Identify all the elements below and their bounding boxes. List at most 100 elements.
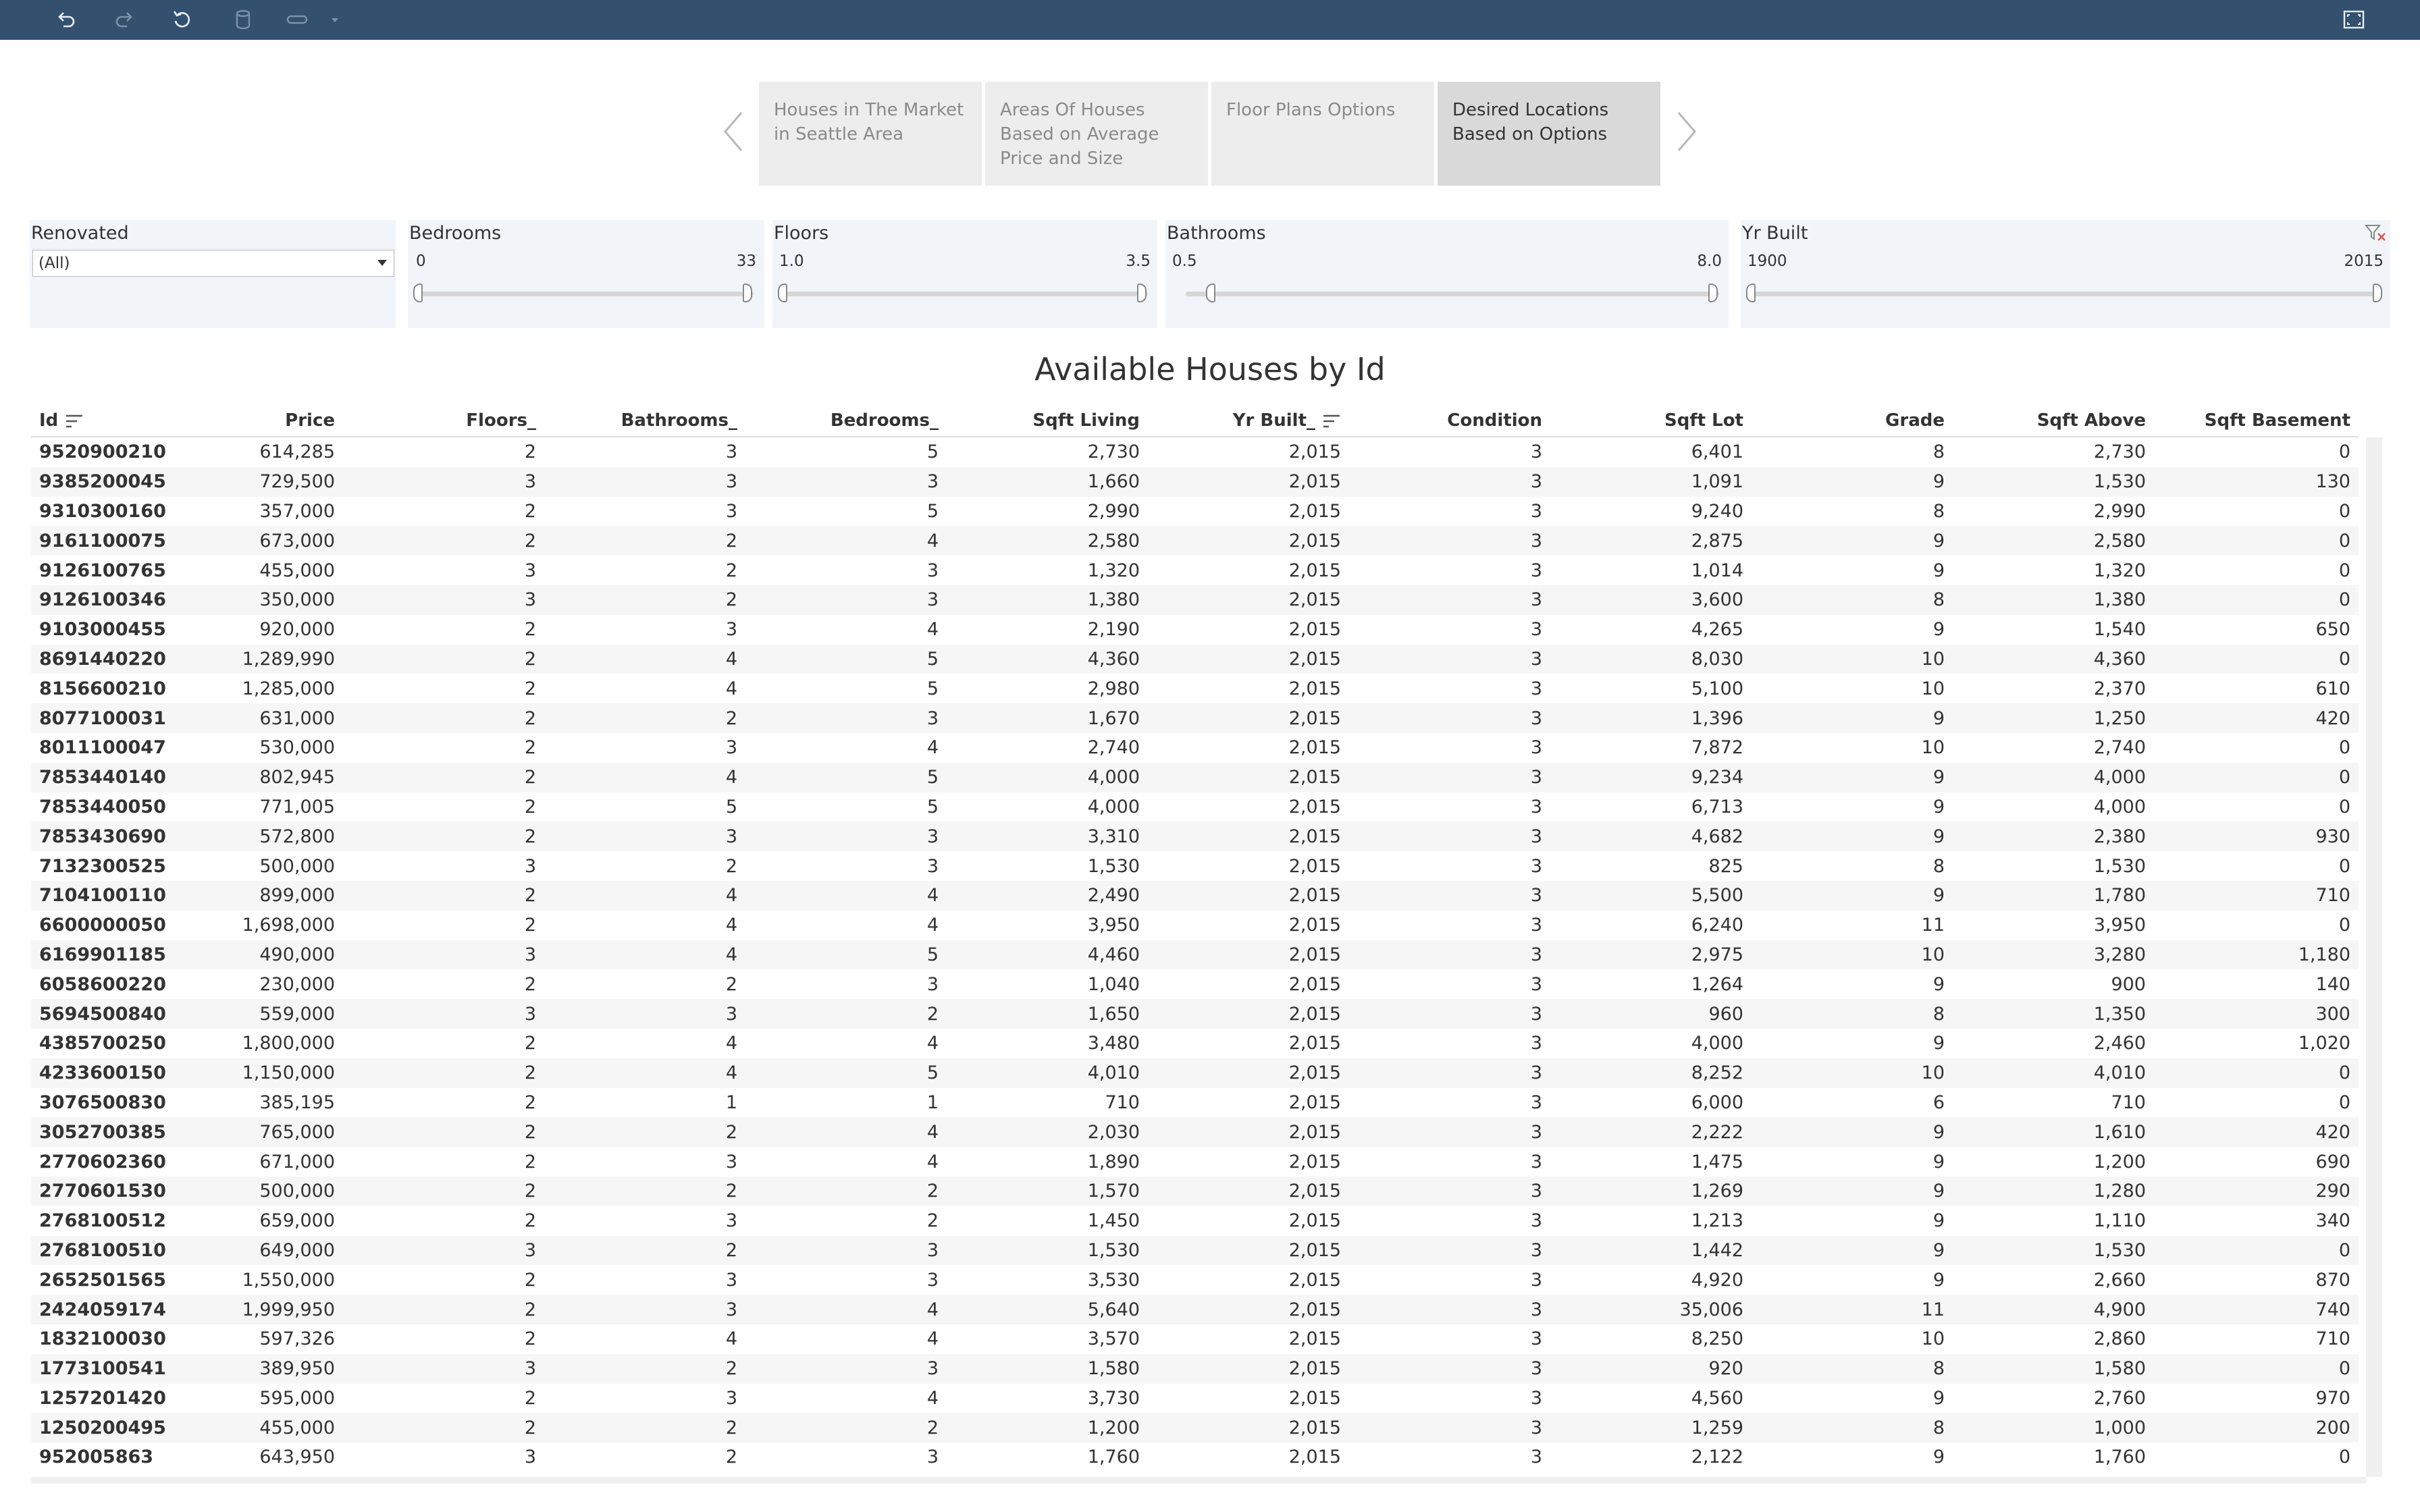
table-cell[interactable]: 8,252	[1550, 1058, 1752, 1088]
table-cell[interactable]: 4	[745, 1295, 947, 1324]
table-cell[interactable]: 4	[544, 880, 745, 911]
table-cell[interactable]: 9310300160	[39, 500, 166, 522]
table-cell[interactable]: 2,580	[1953, 526, 2154, 556]
table-cell[interactable]: 765,000	[188, 1117, 343, 1148]
vertical-scrollbar[interactable]	[2366, 437, 2382, 1477]
table-cell[interactable]: 2,015	[1148, 703, 1349, 733]
table-cell[interactable]: 3	[1349, 1235, 1550, 1266]
table-cell[interactable]: 1,289,990	[188, 644, 343, 674]
table-row[interactable]: 2652501565 1,550,000 2 3 3 3,530 2,015 3 4,920 9 2…	[31, 1265, 2359, 1295]
table-cell[interactable]: 659,000	[259, 1210, 335, 1232]
table-row[interactable]: 7853430690 572,800 2 3 3 3,310 2,015 3 4,682 9 2,3…	[31, 821, 2359, 852]
table-cell[interactable]: 2	[524, 1387, 536, 1409]
table-cell[interactable]: 559,000	[188, 999, 343, 1029]
table-row[interactable]: 6600000050 1,698,000 2 4 4 3,950 2,015 3 6,240 11…	[31, 911, 2359, 940]
table-cell[interactable]: 4,000	[1087, 796, 1140, 817]
table-cell[interactable]: 2	[524, 1151, 536, 1172]
table-cell[interactable]: 3	[524, 855, 536, 877]
table-cell[interactable]: 4	[544, 762, 745, 792]
table-cell[interactable]: 2424059174	[31, 1295, 188, 1324]
column-header-sqft-basement[interactable]: Sqft Basement	[2154, 405, 2359, 437]
table-cell[interactable]: 870	[2315, 1269, 2350, 1291]
redo-icon[interactable]	[111, 6, 138, 33]
table-cell[interactable]: 7853430690	[31, 821, 188, 852]
table-cell[interactable]: 1,259	[1550, 1413, 1752, 1443]
table-cell[interactable]: 7104100110	[31, 880, 188, 911]
table-row[interactable]: 1257201420 595,000 2 3 4 3,730 2,015 3 4,560 9 2,7…	[31, 1384, 2359, 1413]
table-cell[interactable]: 2,015	[1148, 1058, 1349, 1088]
table-cell[interactable]: 1,660	[947, 466, 1148, 497]
table-cell[interactable]: 2,015	[1148, 940, 1349, 970]
table-cell[interactable]: 5	[745, 762, 947, 792]
table-cell[interactable]: 2,015	[1288, 1033, 1341, 1054]
table-cell[interactable]: 2,030	[947, 1117, 1148, 1148]
bedrooms-slider-min-handle[interactable]	[413, 284, 423, 302]
table-cell[interactable]: 1,285,000	[242, 678, 335, 699]
table-cell[interactable]: 3	[745, 585, 947, 615]
table-cell[interactable]: 1,280	[1953, 1176, 2154, 1206]
table-cell[interactable]: 3	[1349, 1058, 1550, 1088]
table-cell[interactable]: 3	[1349, 1295, 1550, 1324]
table-cell[interactable]: 3052700385	[31, 1117, 188, 1148]
table-cell[interactable]: 2,015	[1148, 526, 1349, 556]
table-cell[interactable]: 9	[1932, 619, 1945, 641]
table-cell[interactable]: 9	[1752, 880, 1953, 911]
table-cell[interactable]: 3	[725, 441, 737, 463]
table-cell[interactable]: 2	[343, 1117, 544, 1148]
table-row[interactable]: 952005863 643,950 3 2 3 1,760 2,015 3 2,122 9 1,76…	[31, 1442, 2359, 1472]
table-cell[interactable]: 2	[544, 526, 745, 556]
table-cell[interactable]: 2	[745, 1413, 947, 1443]
table-cell[interactable]: 4,682	[1550, 821, 1752, 852]
table-cell[interactable]: 4,560	[1691, 1387, 1743, 1409]
table-cell[interactable]: 350,000	[188, 585, 343, 615]
table-cell[interactable]: 2,015	[1288, 1328, 1341, 1350]
column-header-grade[interactable]: Grade	[1752, 405, 1953, 437]
table-row[interactable]: 1773100541 389,950 3 2 3 1,580 2,015 3 920 8 1,580…	[31, 1353, 2359, 1384]
table-cell[interactable]: 2768100510	[31, 1235, 188, 1266]
table-cell[interactable]: 1,530	[1953, 466, 2154, 497]
table-cell[interactable]: 5,100	[1691, 678, 1743, 699]
table-row[interactable]: 5694500840 559,000 3 3 2 1,650 2,015 3 960 8 1,350…	[31, 999, 2359, 1029]
table-cell[interactable]: 1,760	[1087, 1447, 1140, 1468]
table-cell[interactable]: 631,000	[188, 703, 343, 733]
table-cell[interactable]: 2,015	[1288, 500, 1341, 522]
table-cell[interactable]: 3	[1530, 500, 1542, 522]
table-cell[interactable]: 3	[725, 1151, 737, 1172]
table-cell[interactable]: 4,000	[1953, 762, 2154, 792]
table-cell[interactable]: 2,015	[1288, 737, 1341, 759]
table-cell[interactable]: 3	[725, 500, 737, 522]
table-cell[interactable]: 3	[1349, 1117, 1550, 1148]
table-cell[interactable]: 4385700250	[39, 1033, 166, 1054]
table-cell[interactable]: 9	[1752, 762, 1953, 792]
table-cell[interactable]: 673,000	[188, 526, 343, 556]
table-cell[interactable]: 2	[343, 880, 544, 911]
table-cell[interactable]: 389,950	[188, 1353, 343, 1384]
table-row[interactable]: 8156600210 1,285,000 2 4 5 2,980 2,015 3 5,100 10…	[31, 674, 2359, 703]
table-cell[interactable]: 2	[343, 1176, 544, 1206]
table-cell[interactable]: 3	[1349, 1353, 1550, 1384]
table-cell[interactable]: 4	[544, 940, 745, 970]
column-header-yr-built[interactable]: Yr Built_	[1148, 405, 1349, 437]
table-cell[interactable]: 9385200045	[31, 466, 188, 497]
table-cell[interactable]: 2,015	[1288, 1210, 1341, 1232]
table-cell[interactable]: 6,000	[1691, 1091, 1743, 1113]
table-cell[interactable]: 9103000455	[39, 619, 166, 641]
table-row[interactable]: 2768100510 649,000 3 2 3 1,530 2,015 3 1,442 9 1,5…	[31, 1235, 2359, 1266]
table-cell[interactable]: 357,000	[259, 500, 335, 522]
table-cell[interactable]: 2	[524, 737, 536, 759]
table-cell[interactable]: 1,014	[1691, 560, 1743, 581]
table-cell[interactable]: 1,670	[947, 703, 1148, 733]
table-cell[interactable]: 9	[1932, 1151, 1945, 1172]
table-cell[interactable]: 2,740	[2093, 737, 2146, 759]
table-cell[interactable]: 2,015	[1148, 880, 1349, 911]
table-cell[interactable]: 5	[745, 644, 947, 674]
table-cell[interactable]: 1773100541	[31, 1353, 188, 1384]
table-cell[interactable]: 4	[745, 1117, 947, 1148]
table-cell[interactable]: 2	[926, 1210, 939, 1232]
table-cell[interactable]: 3	[926, 560, 939, 581]
table-cell[interactable]: 3	[343, 999, 544, 1029]
table-cell[interactable]: 7,872	[1691, 737, 1743, 759]
table-cell[interactable]: 2,660	[2093, 1269, 2146, 1291]
table-cell[interactable]: 4	[926, 1328, 939, 1350]
table-cell[interactable]: 130	[2154, 466, 2359, 497]
